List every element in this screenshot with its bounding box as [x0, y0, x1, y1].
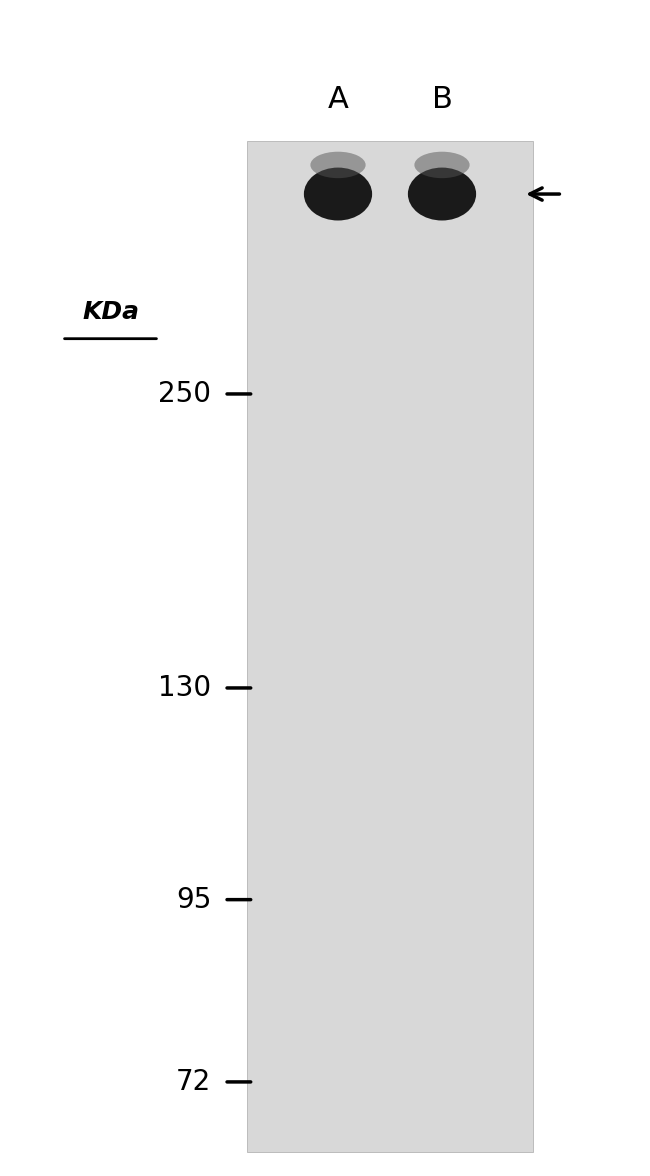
Text: 72: 72 [176, 1068, 211, 1096]
Text: 95: 95 [176, 886, 211, 914]
Bar [247, 141, 533, 1152]
Text: KDa: KDa [82, 300, 139, 323]
Text: B: B [432, 86, 452, 114]
Text: A: A [328, 86, 348, 114]
Ellipse shape [311, 152, 365, 179]
Ellipse shape [304, 167, 372, 221]
Text: 130: 130 [158, 674, 211, 702]
Text: 250: 250 [158, 380, 211, 408]
Ellipse shape [408, 167, 476, 221]
Ellipse shape [415, 152, 470, 179]
